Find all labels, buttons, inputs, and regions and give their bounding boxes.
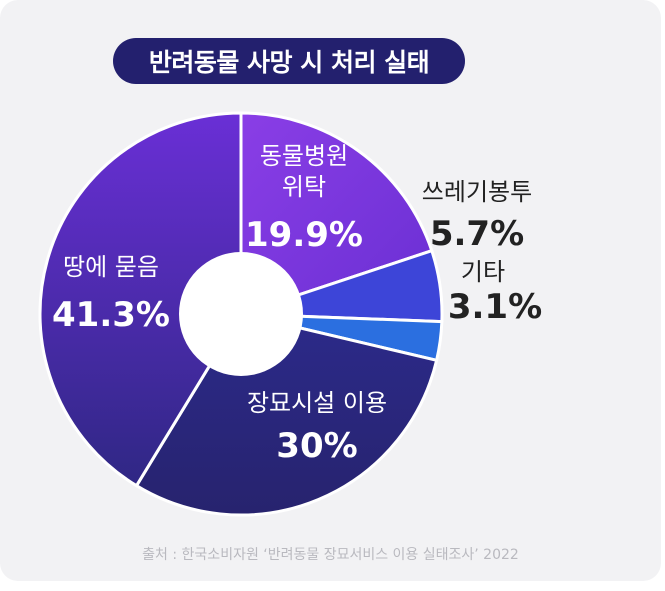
- label-buried: 땅에 묻음: [63, 253, 159, 281]
- label-vet-clinic-line2: 위탁: [282, 173, 326, 201]
- value-vet-clinic: 19.9%: [245, 215, 363, 255]
- label-other: 기타: [461, 258, 505, 286]
- value-funeral-facility: 30%: [276, 426, 357, 466]
- source-note: 출처 : 한국소비자원 ‘반려동물 장묘서비스 이용 실태조사’ 2022: [142, 547, 519, 563]
- value-buried: 41.3%: [52, 295, 170, 335]
- slice-buried: [38, 111, 243, 488]
- slice-vet-clinic: [239, 111, 434, 316]
- label-funeral-facility: 장묘시설 이용: [247, 389, 387, 417]
- value-trash-bag: 5.7%: [430, 214, 524, 254]
- donut-hole: [179, 252, 303, 376]
- chart-title: 반려동물 사망 시 처리 실태: [113, 38, 465, 84]
- label-trash-bag: 쓰레기봉투: [422, 178, 532, 206]
- value-other: 3.1%: [448, 287, 542, 327]
- label-vet-clinic-line1: 동물병원: [260, 142, 348, 170]
